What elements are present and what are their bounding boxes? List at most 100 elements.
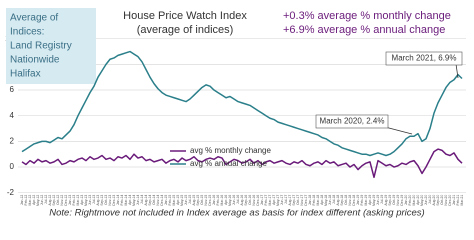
source-line: Land Registry bbox=[10, 41, 72, 52]
x-tick-label: Jun-13 bbox=[88, 195, 92, 205]
x-tick-label: Jan-17 bbox=[260, 195, 264, 205]
x-tick-label: Jan-14 bbox=[116, 195, 120, 205]
annotation: March 2021, 6.9% bbox=[392, 54, 457, 63]
x-tick-label: Mar-20 bbox=[412, 195, 416, 206]
x-tick-label: Jul-14 bbox=[140, 195, 144, 204]
x-tick-label: Mar-19 bbox=[364, 195, 368, 206]
x-tick-label: Nov-15 bbox=[204, 195, 208, 206]
x-tick-label: Oct-17 bbox=[296, 195, 300, 205]
source-line: Average of bbox=[10, 13, 58, 24]
x-tick-label: Aug-20 bbox=[432, 195, 436, 206]
x-tick-label: Sep-20 bbox=[436, 195, 440, 206]
x-tick-label: Jun-15 bbox=[184, 195, 188, 205]
x-tick-label: Jan-18 bbox=[308, 195, 312, 205]
x-tick-label: Jan-15 bbox=[164, 195, 168, 205]
x-tick-label: Dec-15 bbox=[208, 195, 212, 206]
chart-subtitle: (average of indices) bbox=[137, 24, 234, 36]
x-tick-label: Apr-16 bbox=[224, 195, 228, 205]
x-tick-label: Nov-20 bbox=[444, 195, 448, 206]
x-tick-label: Jan-13 bbox=[68, 195, 72, 205]
x-tick-label: Nov-12 bbox=[60, 195, 64, 206]
x-tick-label: Jun-20 bbox=[424, 195, 428, 205]
x-tick-label: Oct-12 bbox=[56, 195, 60, 205]
x-tick-label: Jan-20 bbox=[404, 195, 408, 205]
x-tick-label: Feb-19 bbox=[360, 195, 364, 206]
x-tick-label: May-18 bbox=[324, 195, 328, 206]
x-tick-label: May-14 bbox=[132, 195, 136, 206]
x-tick-label: Oct-19 bbox=[392, 195, 396, 205]
x-tick-label: May-17 bbox=[276, 195, 280, 206]
annotation-box bbox=[385, 51, 463, 66]
x-tick-label: Sep-14 bbox=[148, 195, 152, 206]
x-tick-label: Mar-21 bbox=[460, 195, 464, 206]
x-tick-label: Mar-13 bbox=[76, 195, 80, 206]
x-tick-label: Aug-17 bbox=[288, 195, 292, 206]
x-tick-label: Mar-17 bbox=[268, 195, 272, 206]
legend-label: avg % annual change bbox=[190, 159, 268, 168]
chart: -20246810Jan-12Feb-12Mar-12Apr-12May-12J… bbox=[5, 8, 466, 219]
x-tick-label: Aug-13 bbox=[96, 195, 100, 206]
x-tick-label: Nov-19 bbox=[396, 195, 400, 206]
series-line bbox=[21, 148, 463, 179]
x-tick-label: Dec-16 bbox=[256, 195, 260, 206]
x-tick-label: Apr-13 bbox=[80, 195, 84, 205]
x-tick-label: Apr-19 bbox=[368, 195, 372, 205]
y-tick-label: 4 bbox=[10, 111, 15, 120]
y-tick-label: 6 bbox=[10, 85, 15, 94]
x-tick-label: Apr-20 bbox=[416, 195, 420, 205]
y-tick-label: 2 bbox=[10, 136, 15, 145]
x-tick-label: Aug-19 bbox=[384, 195, 388, 206]
x-tick-label: Nov-13 bbox=[108, 195, 112, 206]
x-tick-label: Jun-19 bbox=[376, 195, 380, 205]
x-tick-label: Dec-18 bbox=[352, 195, 356, 206]
x-tick-label: May-13 bbox=[84, 195, 88, 206]
x-tick-label: Dec-20 bbox=[448, 195, 452, 206]
x-tick-label: May-19 bbox=[372, 195, 376, 206]
x-tick-label: Dec-13 bbox=[112, 195, 116, 206]
x-tick-label: Apr-18 bbox=[320, 195, 324, 205]
x-tick-label: Apr-12 bbox=[32, 195, 36, 205]
x-tick-label: Oct-15 bbox=[200, 195, 204, 205]
x-tick-label: Mar-18 bbox=[316, 195, 320, 206]
x-tick-label: Jun-18 bbox=[328, 195, 332, 205]
x-tick-label: Aug-12 bbox=[48, 195, 52, 206]
annotation-arrow bbox=[384, 126, 413, 135]
x-tick-label: Sep-13 bbox=[100, 195, 104, 206]
y-tick-label: 0 bbox=[10, 162, 15, 171]
x-tick-label: Dec-17 bbox=[304, 195, 308, 206]
chart-title: House Price Watch Index bbox=[123, 10, 247, 22]
x-tick-label: Nov-16 bbox=[252, 195, 256, 206]
x-tick-label: Sep-12 bbox=[52, 195, 56, 206]
x-tick-label: Feb-14 bbox=[120, 195, 124, 206]
x-tick-label: Feb-16 bbox=[216, 195, 220, 206]
x-tick-label: Aug-16 bbox=[240, 195, 244, 206]
series-line bbox=[21, 50, 463, 157]
x-tick-label: Apr-17 bbox=[272, 195, 276, 205]
x-tick-label: Jul-17 bbox=[284, 195, 288, 204]
x-tick-label: May-12 bbox=[36, 195, 40, 206]
x-tick-label: Jul-15 bbox=[188, 195, 192, 204]
footnote: Note: Rightmove not included in Index av… bbox=[49, 208, 424, 219]
x-tick-label: Jul-13 bbox=[92, 195, 96, 204]
annotation-arrow bbox=[455, 63, 459, 79]
annotation: March 2020, 2.4% bbox=[320, 117, 385, 126]
x-tick-label: Jul-19 bbox=[380, 195, 384, 204]
source-line: Indices: bbox=[10, 27, 44, 38]
x-tick-label: Aug-14 bbox=[144, 195, 148, 206]
x-tick-label: Jun-16 bbox=[232, 195, 236, 205]
x-tick-label: Nov-17 bbox=[300, 195, 304, 206]
x-tick-label: Aug-15 bbox=[192, 195, 196, 206]
x-tick-label: Jan-19 bbox=[356, 195, 360, 205]
x-tick-label: Feb-12 bbox=[24, 195, 28, 206]
x-tick-label: Oct-14 bbox=[152, 195, 156, 205]
x-tick-label: May-15 bbox=[180, 195, 184, 206]
x-tick-label: Jun-14 bbox=[136, 195, 140, 205]
x-tick-label: Jan-16 bbox=[212, 195, 216, 205]
x-tick-label: Sep-19 bbox=[388, 195, 392, 206]
x-tick-label: Oct-13 bbox=[104, 195, 108, 205]
x-tick-label: Apr-15 bbox=[176, 195, 180, 205]
x-tick-label: Jan-21 bbox=[452, 195, 456, 205]
x-tick-label: Mar-14 bbox=[124, 195, 128, 206]
x-tick-label: Oct-18 bbox=[344, 195, 348, 205]
x-tick-label: Feb-21 bbox=[456, 195, 460, 206]
